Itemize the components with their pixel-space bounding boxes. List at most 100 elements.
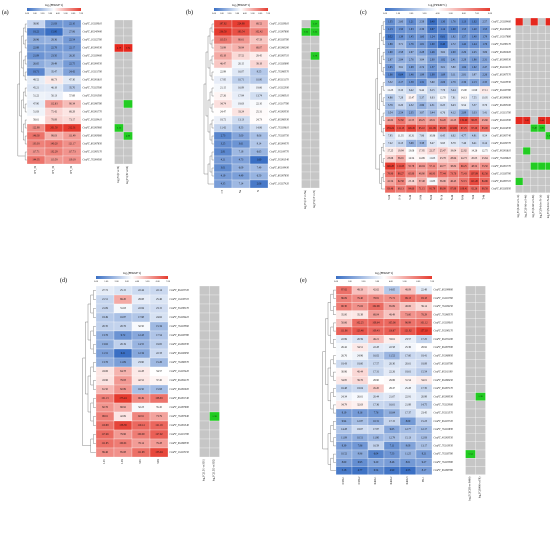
cell-value: 16.61: [389, 403, 396, 406]
gene-label: CsuFT_3G029410: [83, 119, 103, 122]
cell-value: 101.13: [101, 397, 109, 400]
cell-value: 17.35: [421, 387, 428, 390]
cell-value: 1.65: [388, 66, 393, 69]
cell-value: 3.62: [440, 51, 445, 54]
cell-value: 87.88: [450, 188, 457, 191]
significance-cell: [114, 67, 124, 77]
heatmap-b-svg: (b)log₂(FPKM+1)0.00 1.00 2.00 3.00 4.00 5.00 6…: [186, 3, 320, 209]
cell-value: 100.90: [137, 433, 145, 436]
colorbar-tick: 7.00: [79, 13, 84, 15]
significance-cell: [530, 40, 539, 49]
significance-cell: [530, 25, 539, 34]
cell-value: 3.54: [388, 112, 393, 115]
significance-cell: [123, 99, 133, 109]
cell-value: 127.92: [155, 433, 163, 436]
gene-label: CsuFT_6G006330: [170, 442, 190, 445]
cell-value: 90.49: [138, 397, 145, 400]
cell-value: 25.46: [156, 298, 163, 301]
cell-value: 33.61: [389, 338, 396, 341]
cell-value: 2.76: [409, 58, 414, 61]
significance-cell: [465, 335, 476, 344]
cell-value: 8.09: [406, 420, 411, 423]
significance-cell: [199, 393, 210, 404]
significance-cell: [537, 86, 546, 95]
cell-value: 18.60: [357, 362, 364, 365]
significance-cell: [301, 147, 311, 157]
cell-value: 2.06: [257, 183, 262, 186]
cell-value: 6.43: [451, 104, 456, 107]
cell-value: 8.06: [257, 135, 262, 138]
significance-cell: [545, 93, 550, 102]
significance-cell: [515, 162, 524, 171]
cell-value: 98.03: [51, 135, 58, 138]
cell-value: 23.15: [156, 307, 163, 310]
gene-label: CsuFT_8G007850: [270, 175, 290, 178]
cell-value: 48.49: [389, 313, 396, 316]
cell-value: 2.79: [451, 81, 456, 84]
significance-cell: [530, 86, 539, 95]
cell-value: 20.35: [102, 325, 109, 328]
heatmap-cell: [149, 447, 169, 458]
cell-value: 1.30: [440, 20, 445, 23]
cell-value: 32.23: [138, 406, 145, 409]
cell-value: 18.67: [357, 428, 364, 431]
cell-value: 3.01: [221, 167, 226, 170]
significance-cell: [530, 139, 539, 148]
gene-label: CsuFT_6G011190: [434, 371, 454, 374]
significance-cell: [209, 420, 220, 431]
cell-value: 19.66: [256, 87, 263, 90]
cell-value: 25.47: [440, 150, 447, 153]
cell-value: 3.01: [440, 66, 445, 69]
cell-value: 90.30: [341, 305, 348, 308]
cell-value: 35.00: [341, 313, 348, 316]
significance-cell: [475, 376, 486, 385]
significance-cell: [209, 384, 220, 395]
significance-cell: [530, 17, 539, 26]
significance-cell: [114, 99, 124, 109]
cell-value: 25.31: [256, 111, 263, 114]
cell-value: 111.65: [397, 165, 405, 168]
significance-cell: [114, 83, 124, 93]
significance-cell: [537, 185, 546, 193]
cell-value: 51.22: [33, 95, 40, 98]
significance-cell: [123, 139, 133, 149]
gene-label: CsuFT_7G029250: [434, 305, 454, 308]
significance-cell: [114, 51, 124, 61]
cell-value: 13.62: [102, 343, 109, 346]
column-label: T-0d: [472, 194, 475, 200]
cell-value: 6.45: [440, 134, 445, 137]
significance-cell: [522, 93, 531, 102]
cell-value: 14.99: [419, 157, 426, 160]
cell-value: 0.40: [430, 20, 435, 23]
cell-value: 9.93: [440, 142, 445, 145]
significance-cell: [209, 321, 220, 332]
significance-cell: [475, 310, 486, 319]
cell-value: 28.64: [450, 157, 457, 160]
colorbar-tick: 6.00: [71, 13, 76, 15]
significance-value: 1.65: [304, 31, 309, 34]
cell-value: 6.50: [257, 175, 262, 178]
panel-label: (c): [360, 9, 367, 16]
panel-label: (e): [300, 277, 307, 284]
significance-cell: [465, 318, 476, 328]
significance-cell: [515, 169, 524, 178]
gene-label: CsuFT_7G013350: [434, 444, 454, 447]
significance-cell: [310, 179, 320, 189]
significance-column-label: log₂FC(CT vs N): [313, 190, 316, 208]
significance-cell: [515, 177, 524, 186]
significance-cell: [465, 302, 476, 311]
cell-value: 88.58: [482, 188, 489, 191]
significance-cell: [209, 357, 220, 368]
significance-cell: [301, 179, 311, 189]
gene-label: CsuFT_1G029010: [270, 23, 290, 26]
cell-value: 21.88: [405, 403, 412, 406]
gene-label: CsuFT_7G020780: [434, 453, 454, 456]
row-dendrogram: [375, 21, 385, 190]
cell-value: 21.51: [102, 298, 109, 301]
significance-cell: [545, 71, 550, 79]
cell-value: 1.24: [430, 36, 435, 39]
gene-label: CsuFT_1G010710: [170, 298, 190, 301]
gene-label: CsuFT_6G000780: [434, 469, 454, 472]
cell-value: 2.58: [419, 20, 424, 23]
significance-cell: [475, 400, 486, 410]
